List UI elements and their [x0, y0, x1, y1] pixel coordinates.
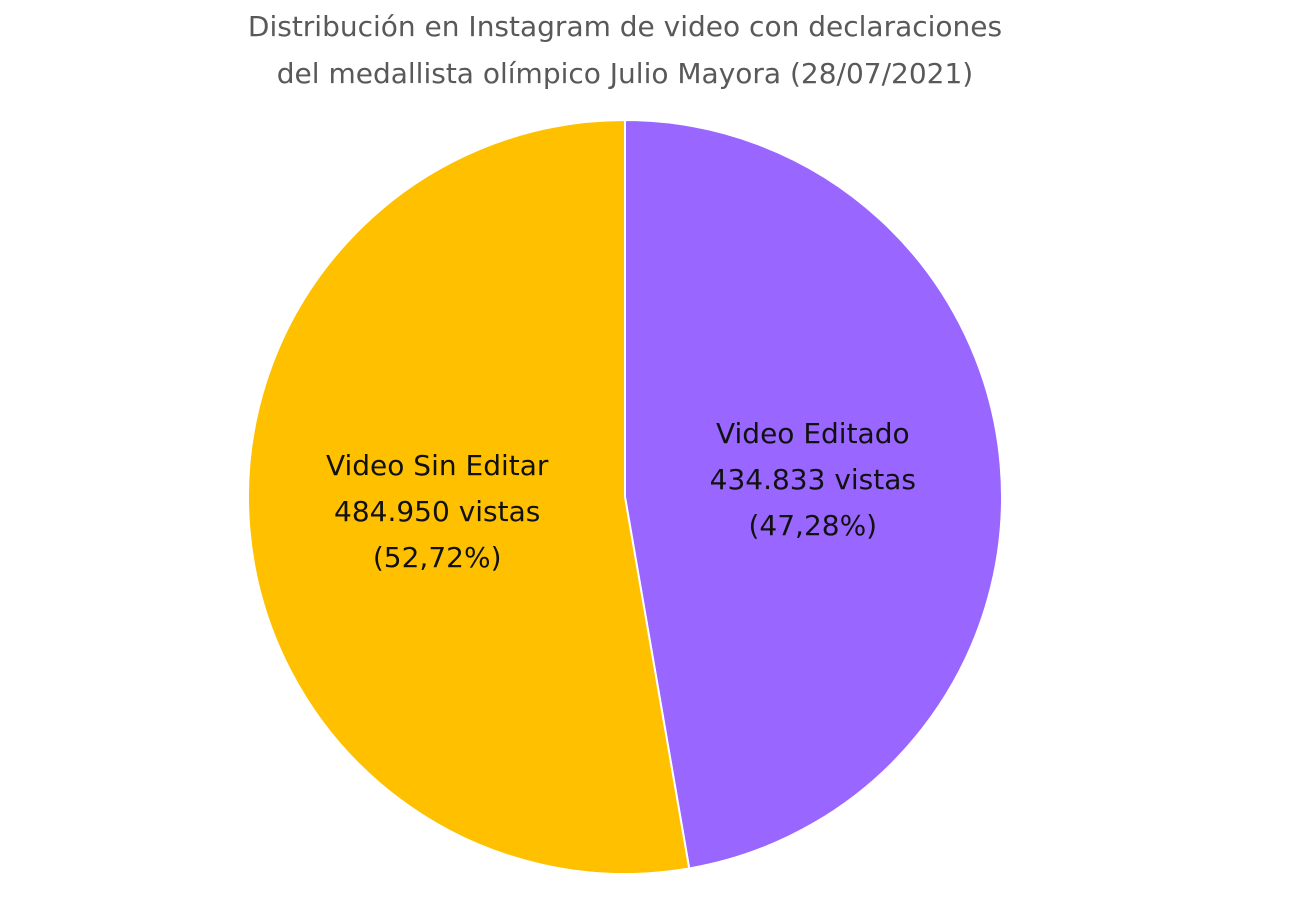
pie-slice — [247, 118, 691, 875]
pie-slice — [624, 118, 1003, 870]
slice-label: Video Sin Editar — [326, 449, 549, 482]
slice-value-label: 434.833 vistas — [710, 463, 916, 496]
slice-label: Video Editado — [716, 417, 910, 450]
slice-percent-label: (47,28%) — [748, 509, 877, 542]
slice-value-label: 484.950 vistas — [334, 495, 540, 528]
chart-title: Distribución en Instagram de video con d… — [248, 10, 1002, 43]
slice-percent-label: (52,72%) — [373, 541, 502, 574]
chart-title: del medallista olímpico Julio Mayora (28… — [277, 57, 973, 90]
